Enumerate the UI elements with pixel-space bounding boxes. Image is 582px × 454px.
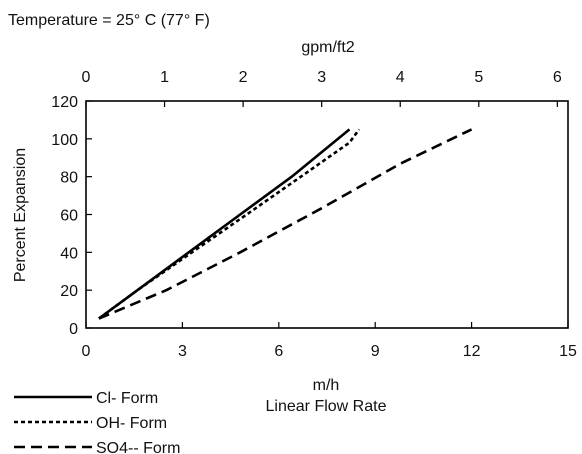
x-axis-label: Linear Flow Rate [266, 398, 387, 415]
y-tick-label: 60 [60, 208, 78, 225]
legend-label: SO4-- Form [96, 440, 180, 454]
top-tick-label: 4 [396, 69, 405, 86]
top-tick-label: 3 [317, 69, 326, 86]
top-tick-label: 5 [474, 69, 483, 86]
top-tick-label: 1 [160, 69, 169, 86]
x-tick-label: 0 [82, 343, 91, 360]
legend-label: Cl- Form [96, 390, 158, 407]
y-tick-label: 80 [60, 170, 78, 187]
top-tick-label: 2 [239, 69, 248, 86]
y-axis-label: Percent Expansion [12, 148, 29, 282]
series-line-3 [98, 128, 473, 320]
y-tick-label: 20 [60, 283, 78, 300]
y-tick-label: 40 [60, 245, 78, 262]
x-axis-unit-label: m/h [313, 377, 340, 394]
x-tick-label: 9 [371, 343, 380, 360]
data-series [98, 128, 473, 320]
y-tick-label: 0 [69, 321, 78, 338]
top-axis-label: gpm/ft2 [301, 39, 354, 56]
plot-frame [85, 100, 569, 329]
chart-subtitle: Temperature = 25° C (77° F) [8, 12, 210, 29]
y-tick-label: 120 [51, 94, 78, 111]
top-tick-label: 0 [82, 69, 91, 86]
legend-label: OH- Form [96, 415, 167, 432]
legend: Cl- Form OH- Form SO4-- Form [14, 390, 180, 454]
x-tick-label: 6 [274, 343, 283, 360]
series-line-1 [98, 128, 351, 320]
y-tick-label: 100 [51, 132, 78, 149]
top-tick-label: 6 [553, 69, 562, 86]
x-tick-label: 12 [463, 343, 481, 360]
x-tick-label: 15 [559, 343, 577, 360]
x-tick-label: 3 [178, 343, 187, 360]
